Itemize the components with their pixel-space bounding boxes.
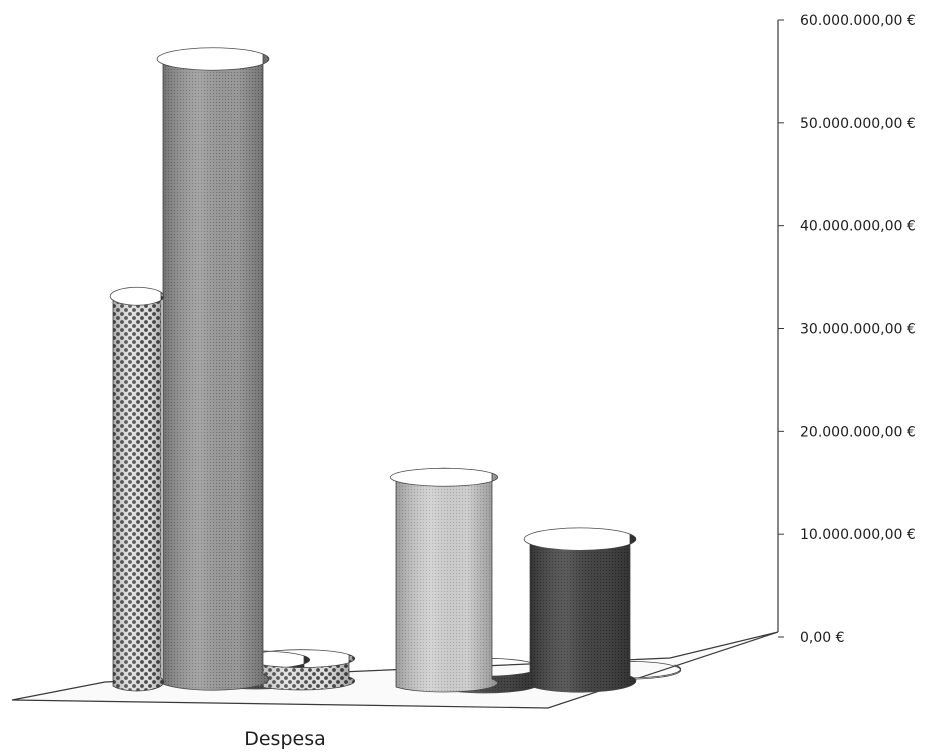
bar-shading [396, 473, 498, 692]
category-label: Despesa [244, 728, 326, 750]
bar-shading [530, 534, 636, 693]
bar-top [156, 47, 264, 65]
y-tick-label: 60.000.000,00 € [800, 13, 916, 29]
bar-shading [253, 654, 355, 690]
y-tick-label: 20.000.000,00 € [800, 424, 916, 440]
y-tick-label: 50.000.000,00 € [800, 116, 916, 132]
bar-top [109, 286, 162, 301]
y-tick-label: 0,00 € [800, 630, 845, 646]
bar-series-7 [523, 527, 637, 693]
bar-series-2 [156, 47, 270, 691]
bar-shading [163, 54, 269, 691]
y-tick-label: 10.000.000,00 € [800, 527, 916, 543]
bar-top [389, 467, 493, 482]
bar-shading [113, 292, 164, 691]
y-axis-ticks: 0,00 € 10.000.000,00 € 20.000.000,00 € 30.0… [778, 13, 916, 646]
y-tick-label: 40.000.000,00 € [800, 219, 916, 235]
chart-bars [109, 47, 682, 694]
bar-series-4 [246, 649, 356, 691]
bar-series-5 [389, 467, 499, 693]
bar-top [523, 527, 631, 545]
bar-series-1 [109, 286, 165, 692]
y-tick-label: 30.000.000,00 € [800, 322, 916, 338]
